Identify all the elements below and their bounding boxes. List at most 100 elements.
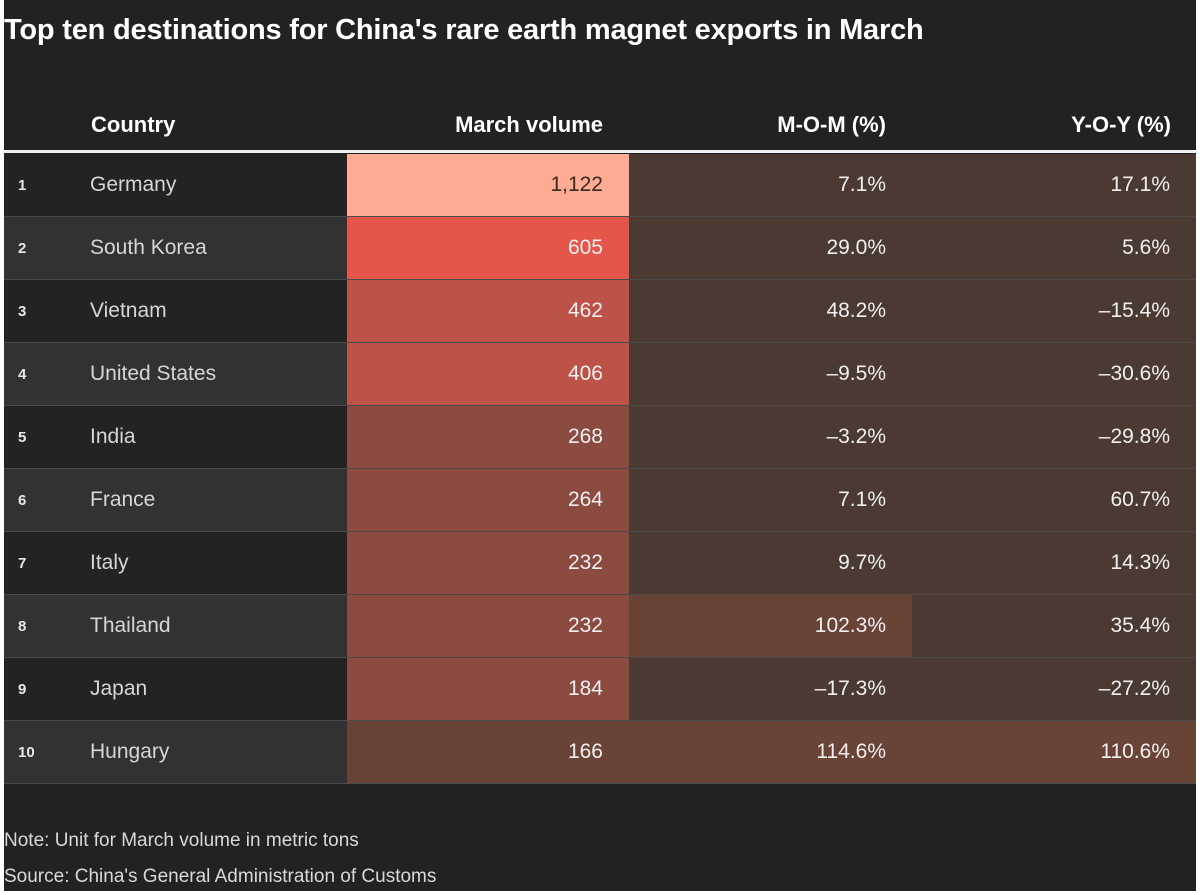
rank-cell: 5 — [4, 406, 90, 468]
volume-cell: 268 — [347, 406, 629, 468]
mom-cell: 9.7% — [629, 532, 912, 594]
table-row: 9 Japan 184 –17.3% –27.2% — [4, 658, 1196, 721]
volume-cell: 406 — [347, 343, 629, 405]
volume-cell: 264 — [347, 469, 629, 531]
mom-cell-text: –17.3% — [814, 677, 886, 700]
rank-cell: 8 — [4, 595, 90, 657]
country-cell: Italy — [90, 532, 347, 594]
rank-cell-text: 4 — [18, 365, 27, 383]
country-cell-text: Thailand — [90, 614, 171, 637]
column-header-march-volume: March volume — [455, 112, 603, 137]
volume-cell-text: 264 — [567, 488, 603, 511]
volume-cell: 232 — [347, 532, 629, 594]
volume-cell-text: 268 — [567, 425, 603, 448]
country-cell-text: Germany — [90, 173, 177, 196]
rank-cell: 4 — [4, 343, 90, 405]
rank-cell: 2 — [4, 217, 90, 279]
yoy-cell-text: 17.1% — [1110, 173, 1170, 196]
country-cell: Vietnam — [90, 280, 347, 342]
column-header-yoy: Y-O-Y (%) — [1071, 112, 1171, 137]
volume-cell-text: 232 — [567, 614, 603, 637]
country-cell-text: Hungary — [90, 740, 170, 763]
yoy-cell: –30.6% — [912, 343, 1196, 405]
mom-cell-text: 9.7% — [838, 551, 886, 574]
country-cell-text: France — [90, 488, 156, 511]
table-row: 7 Italy 232 9.7% 14.3% — [4, 532, 1196, 595]
yoy-cell-text: –27.2% — [1098, 677, 1170, 700]
volume-cell-text: 462 — [567, 299, 603, 322]
rank-cell: 7 — [4, 532, 90, 594]
mom-cell-text: 114.6% — [816, 740, 886, 763]
volume-cell: 462 — [347, 280, 629, 342]
rank-cell: 9 — [4, 658, 90, 720]
table-row: 5 India 268 –3.2% –29.8% — [4, 406, 1196, 469]
yoy-cell: 35.4% — [912, 595, 1196, 657]
yoy-cell: 17.1% — [912, 154, 1196, 216]
country-cell-text: Italy — [90, 551, 129, 574]
chart-title: Top ten destinations for China's rare ea… — [4, 14, 924, 46]
yoy-cell: –27.2% — [912, 658, 1196, 720]
mom-cell-text: 29.0% — [826, 236, 886, 259]
volume-cell-text: 232 — [567, 551, 603, 574]
rank-cell-text: 2 — [18, 239, 27, 257]
yoy-cell-text: –15.4% — [1098, 299, 1170, 322]
table-row: 1 Germany 1,122 7.1% 17.1% — [4, 154, 1196, 217]
yoy-cell: 110.6% — [912, 721, 1196, 783]
rank-cell-text: 5 — [18, 428, 27, 446]
table-row: 10 Hungary 166 114.6% 110.6% — [4, 721, 1196, 784]
table-row: 8 Thailand 232 102.3% 35.4% — [4, 595, 1196, 658]
rank-cell: 3 — [4, 280, 90, 342]
rank-cell-text: 8 — [18, 617, 27, 635]
mom-cell: 48.2% — [629, 280, 912, 342]
table-row: 6 France 264 7.1% 60.7% — [4, 469, 1196, 532]
mom-cell: –3.2% — [629, 406, 912, 468]
mom-cell: 29.0% — [629, 217, 912, 279]
yoy-cell-text: 5.6% — [1122, 236, 1170, 259]
mom-cell-text: –9.5% — [826, 362, 886, 385]
country-cell: South Korea — [90, 217, 347, 279]
rank-cell-text: 7 — [18, 554, 27, 572]
rank-cell: 10 — [4, 721, 90, 783]
unit-note: Note: Unit for March volume in metric to… — [4, 830, 359, 851]
yoy-cell-text: 14.3% — [1110, 551, 1170, 574]
country-cell: Hungary — [90, 721, 347, 783]
yoy-cell: 60.7% — [912, 469, 1196, 531]
volume-cell-text: 166 — [567, 740, 603, 763]
mom-cell: 7.1% — [629, 469, 912, 531]
mom-cell: 102.3% — [629, 595, 912, 657]
mom-cell-text: 7.1% — [838, 173, 886, 196]
yoy-cell-text: 110.6% — [1100, 740, 1170, 763]
yoy-cell-text: 35.4% — [1110, 614, 1170, 637]
mom-cell: 114.6% — [629, 721, 912, 783]
yoy-cell-text: –29.8% — [1098, 425, 1170, 448]
volume-cell-text: 1,122 — [550, 173, 603, 196]
volume-cell-text: 605 — [567, 236, 603, 259]
mom-cell-text: 48.2% — [826, 299, 886, 322]
volume-cell-text: 184 — [567, 677, 603, 700]
rank-cell-text: 1 — [18, 176, 27, 194]
country-cell-text: India — [90, 425, 136, 448]
volume-cell: 232 — [347, 595, 629, 657]
volume-cell-text: 406 — [567, 362, 603, 385]
country-cell: Japan — [90, 658, 347, 720]
mom-cell-text: 102.3% — [814, 614, 886, 637]
rank-cell: 6 — [4, 469, 90, 531]
country-cell-text: Japan — [90, 677, 148, 700]
country-cell-text: Vietnam — [90, 299, 167, 322]
yoy-cell: –15.4% — [912, 280, 1196, 342]
yoy-cell-text: 60.7% — [1110, 488, 1170, 511]
volume-cell: 605 — [347, 217, 629, 279]
country-cell-text: United States — [90, 362, 217, 385]
rank-cell-text: 10 — [18, 743, 35, 761]
mom-cell-text: 7.1% — [838, 488, 886, 511]
rank-cell: 1 — [4, 154, 90, 216]
mom-cell: 7.1% — [629, 154, 912, 216]
volume-cell: 1,122 — [347, 154, 629, 216]
table-body: 1 Germany 1,122 7.1% 17.1% 2 South Korea 605 29.… — [4, 154, 1196, 784]
rank-cell-text: 3 — [18, 302, 27, 320]
country-cell: United States — [90, 343, 347, 405]
yoy-cell: 5.6% — [912, 217, 1196, 279]
table-row: 4 United States 406 –9.5% –30.6% — [4, 343, 1196, 406]
country-cell-text: South Korea — [90, 236, 207, 259]
column-header-mom: M-O-M (%) — [777, 112, 886, 137]
